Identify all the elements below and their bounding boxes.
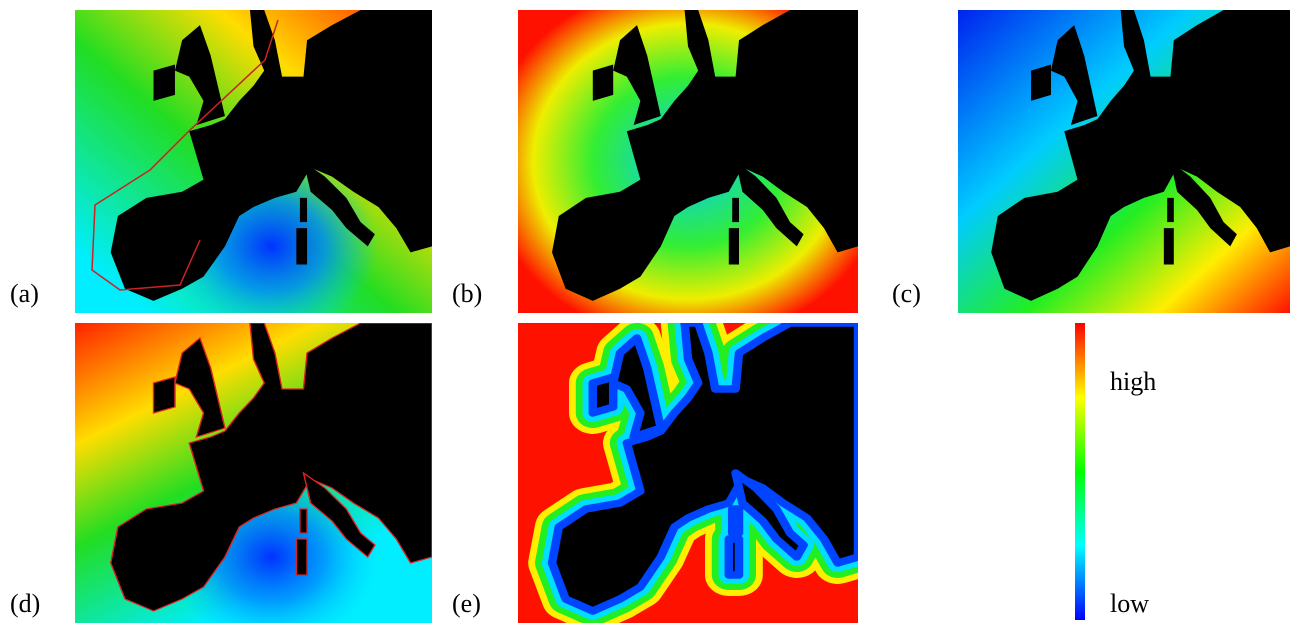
panel-b bbox=[518, 10, 858, 313]
panel-label: (c) bbox=[892, 279, 921, 308]
colorbar bbox=[1075, 323, 1085, 620]
colorbar-high: high bbox=[1110, 367, 1156, 396]
panel-label: (a) bbox=[10, 279, 39, 308]
panel-e bbox=[518, 323, 858, 623]
panel-label: (b) bbox=[452, 279, 482, 308]
figure: (a) (b) (c) (d) (e) high low bbox=[0, 0, 1290, 623]
panel-a bbox=[75, 10, 432, 313]
colorbar-low: low bbox=[1110, 589, 1149, 618]
panel-label: (e) bbox=[452, 589, 481, 618]
panel-d bbox=[75, 323, 432, 623]
panel-c bbox=[958, 10, 1290, 313]
panel-label: (d) bbox=[10, 589, 40, 618]
